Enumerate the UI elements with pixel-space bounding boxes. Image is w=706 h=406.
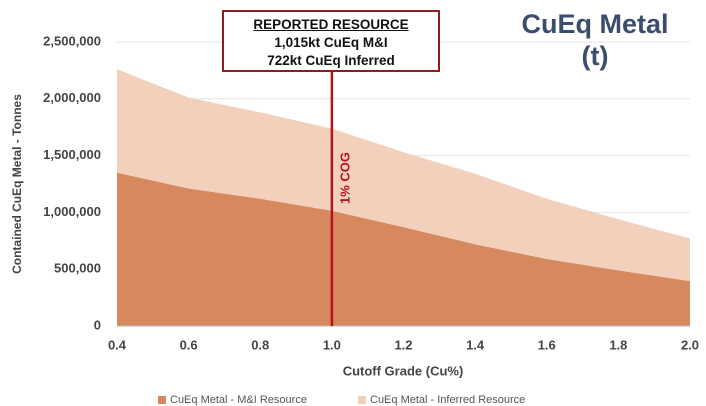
chart-title: CuEq Metal (t) xyxy=(521,9,669,71)
annotation-line: 722kt CuEq Inferred xyxy=(267,53,395,68)
y-tick-label: 2,000,000 xyxy=(43,90,101,105)
y-tick-label: 500,000 xyxy=(54,261,101,276)
x-tick-label: 1.2 xyxy=(394,337,412,352)
legend-swatch xyxy=(358,396,366,404)
annotation-line: REPORTED RESOURCE xyxy=(253,17,409,32)
y-tick-label: 0 xyxy=(94,317,101,332)
legend-label: CuEq Metal - Inferred Resource xyxy=(370,394,525,406)
annotation-line: 1,015kt CuEq M&I xyxy=(274,35,388,50)
x-tick-label: 1.4 xyxy=(466,337,485,352)
x-tick-label: 0.8 xyxy=(251,337,269,352)
annotation-box: REPORTED RESOURCE 1,015kt CuEq M&I 722kt… xyxy=(222,10,440,72)
cog-label: 1% COG xyxy=(337,152,352,204)
x-tick-label: 1.0 xyxy=(323,337,341,352)
legend-label: CuEq Metal - M&I Resource xyxy=(170,394,307,406)
y-axis-label: Contained CuEq Metal - Tonnes xyxy=(10,94,24,274)
y-tick-label: 2,500,000 xyxy=(43,33,101,48)
x-axis-label: Cutoff Grade (Cu%) xyxy=(343,363,464,378)
x-tick-label: 2.0 xyxy=(681,337,699,352)
area xyxy=(117,172,690,326)
x-tick-label: 0.4 xyxy=(108,337,127,352)
legend-swatch xyxy=(158,396,166,404)
x-tick-label: 0.6 xyxy=(180,337,198,352)
x-tick-label: 1.6 xyxy=(538,337,556,352)
y-tick-label: 1,500,000 xyxy=(43,147,101,162)
x-tick-label: 1.8 xyxy=(609,337,627,352)
area xyxy=(117,69,690,282)
y-tick-label: 1,000,000 xyxy=(43,204,101,219)
